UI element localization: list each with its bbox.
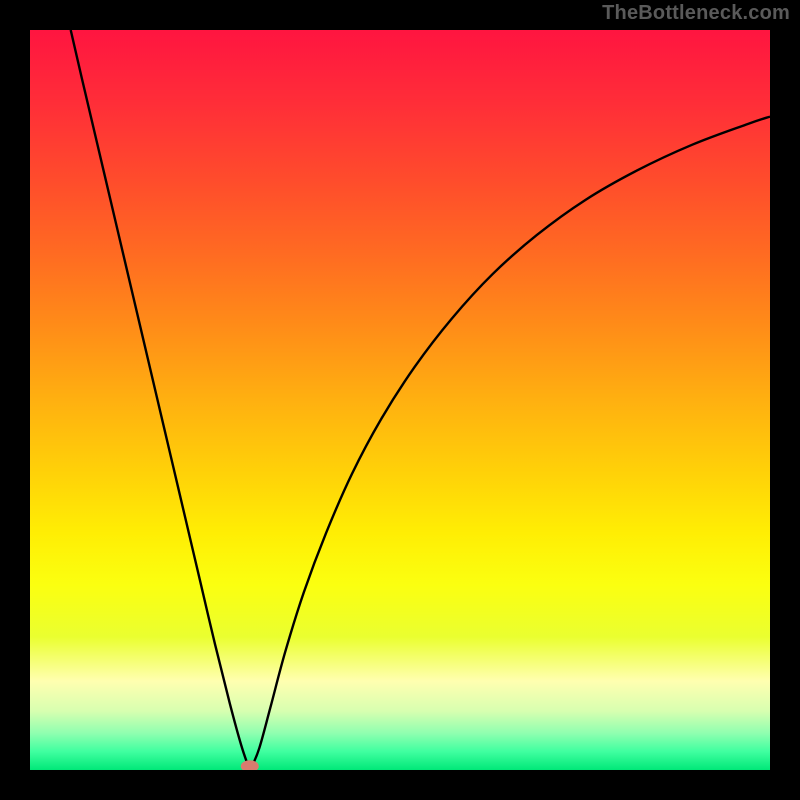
plot-area: [30, 30, 770, 770]
bottleneck-curve: [30, 30, 770, 770]
minimum-marker: [241, 760, 259, 770]
watermark-text: TheBottleneck.com: [602, 2, 790, 25]
